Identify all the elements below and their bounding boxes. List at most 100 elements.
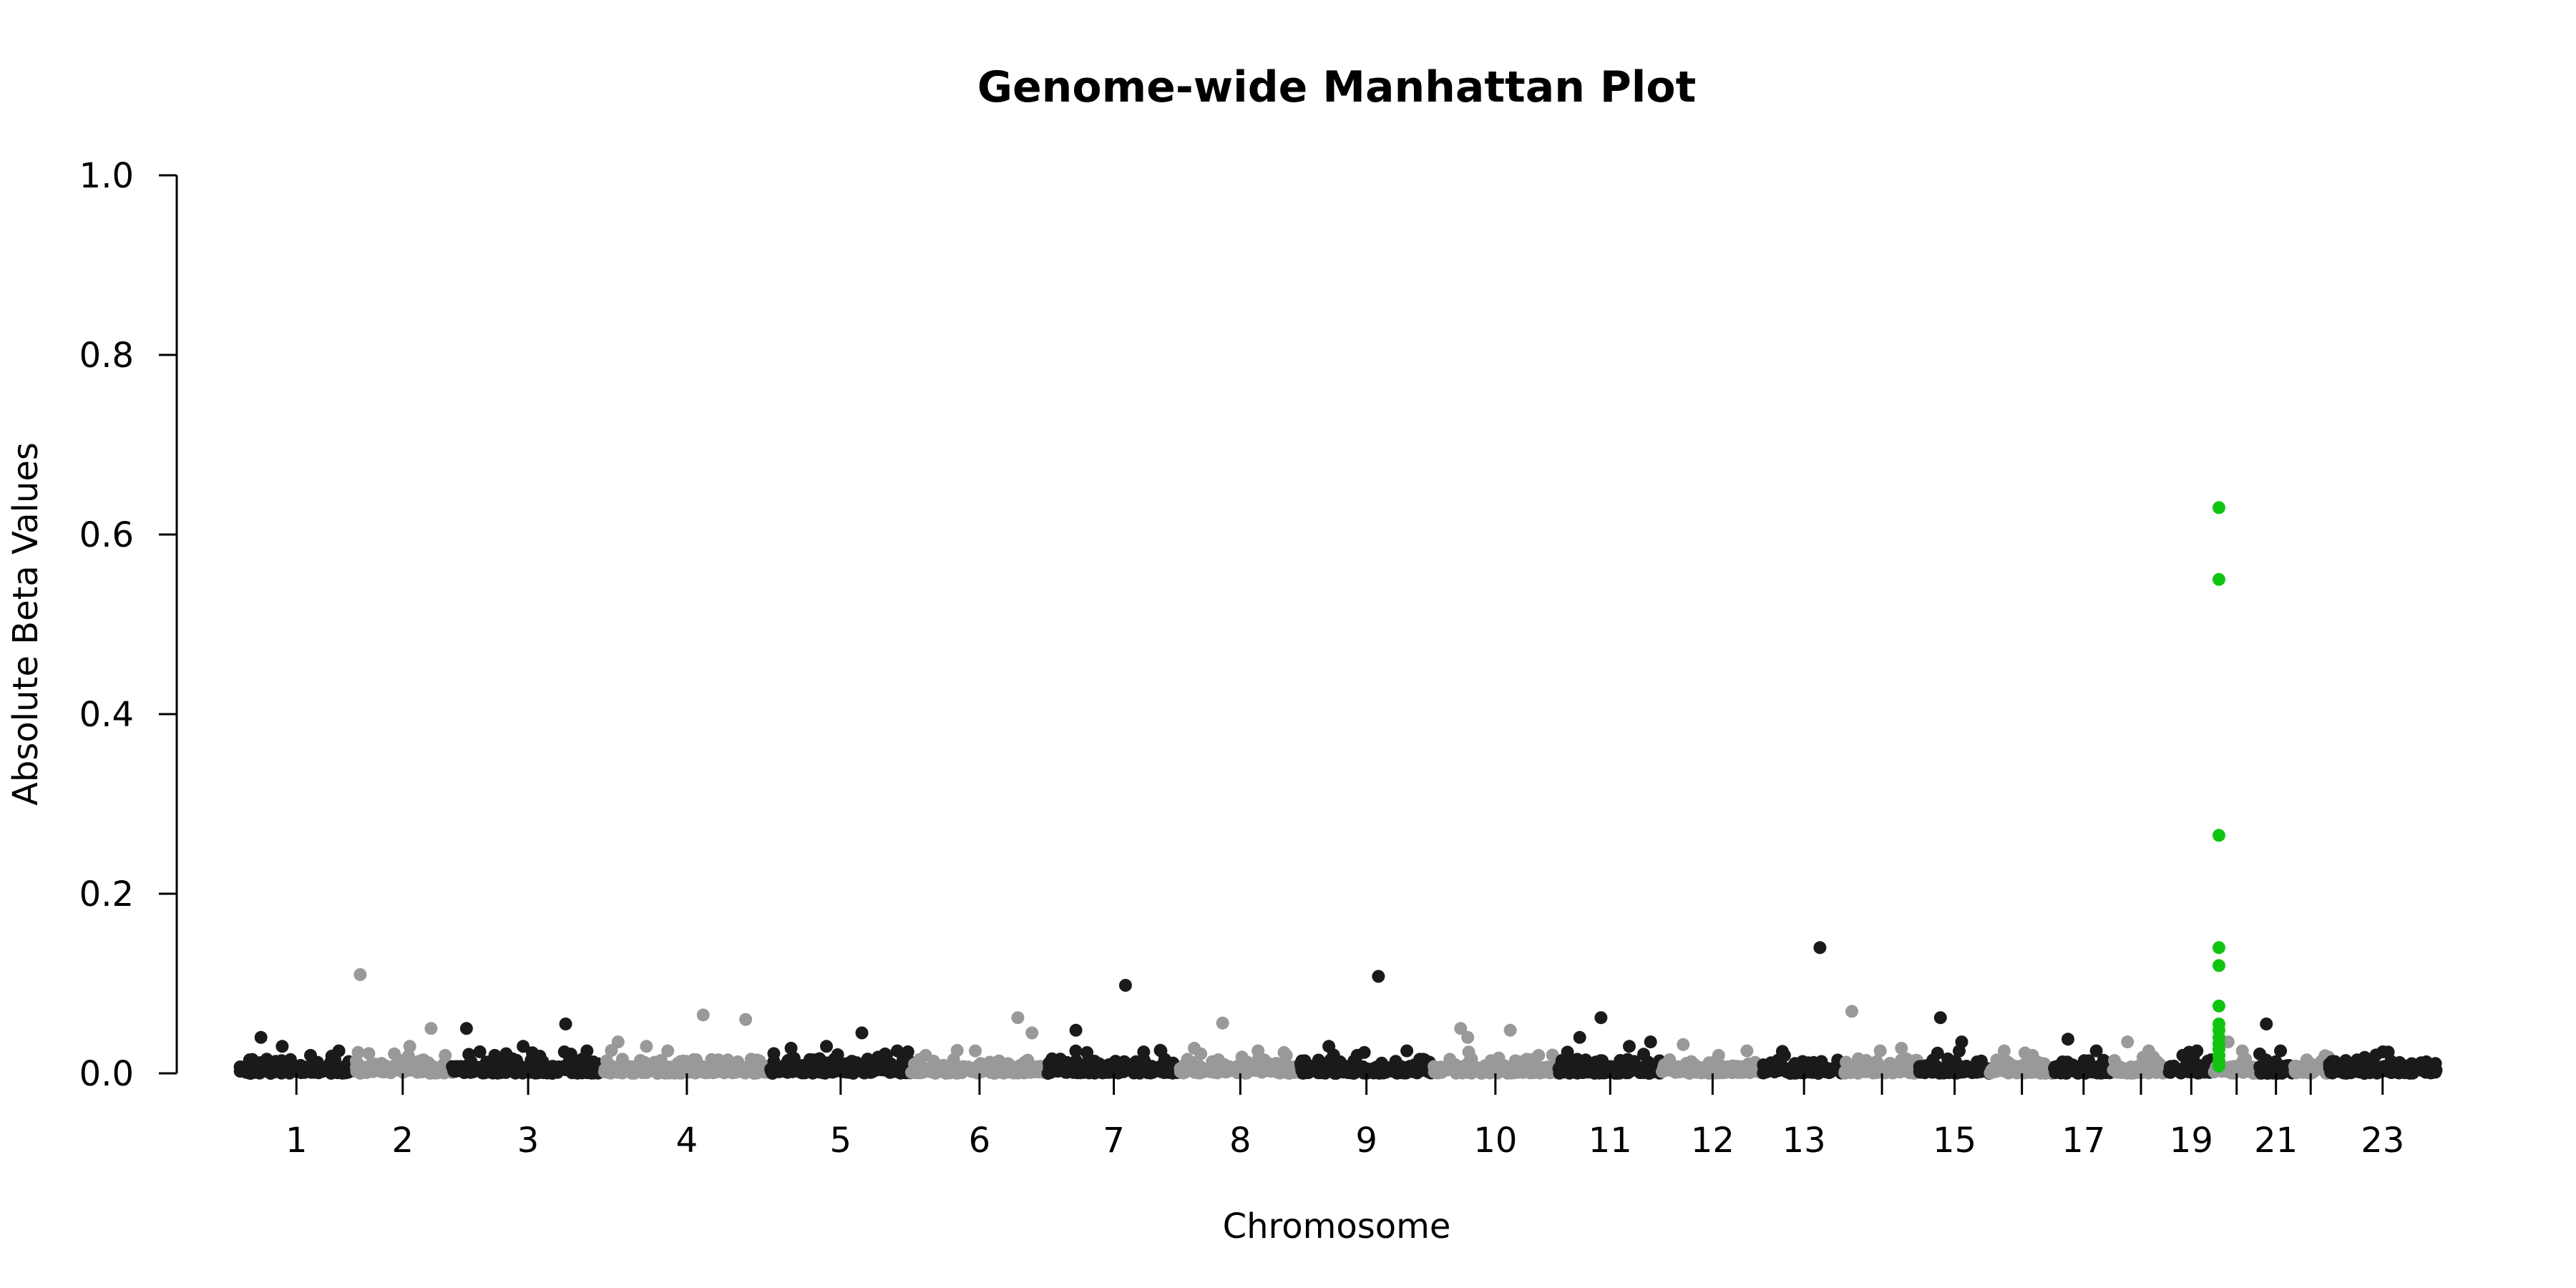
data-point <box>972 1062 986 1075</box>
data-point <box>864 1065 878 1079</box>
chromosome-19-points <box>2162 1044 2220 1080</box>
peak-point <box>1955 1035 1968 1049</box>
chromosome-17-points <box>2048 1033 2120 1080</box>
chromosome-6-points <box>904 1011 1053 1080</box>
x-tick-label: 11 <box>1589 1121 1632 1161</box>
data-point <box>1802 1062 1815 1075</box>
highlight-point <box>2212 941 2225 955</box>
data-point <box>298 1065 311 1079</box>
x-axis: 1 2 3 4 5 6 7 8 9 10 11 12 13 15 17 19 21 23 <box>286 1073 2404 1161</box>
data-point <box>947 1063 960 1077</box>
data-point <box>1470 1065 1484 1078</box>
data-point <box>2237 1065 2250 1079</box>
peak-point <box>488 1048 502 1062</box>
data-point <box>990 1056 1003 1069</box>
chromosome-11-points <box>1552 1011 1667 1080</box>
data-point <box>1886 1066 1900 1080</box>
data-point <box>751 1063 764 1076</box>
chart-title: Genome-wide Manhattan Plot <box>977 62 1697 112</box>
peak-point <box>1350 1048 1364 1062</box>
peak-point <box>696 1008 710 1022</box>
x-tick-label: 1 <box>286 1121 308 1161</box>
data-point <box>1903 1063 1916 1076</box>
data-point <box>587 1060 600 1074</box>
peak-point <box>559 1018 572 1030</box>
peak-point <box>1372 970 1385 983</box>
data-point <box>1233 1062 1246 1075</box>
peak-point <box>640 1040 653 1053</box>
chromosome-18-points <box>2107 1035 2174 1080</box>
x-tick-label: 15 <box>1933 1121 1976 1161</box>
data-point <box>1546 1048 1559 1062</box>
data-point <box>2359 1062 2373 1075</box>
data-point <box>1621 1060 1635 1074</box>
data-point <box>2115 1061 2129 1075</box>
data-point <box>635 1066 649 1079</box>
peak-point <box>2274 1044 2288 1058</box>
data-point <box>1931 1046 1944 1060</box>
data-point <box>713 1062 727 1075</box>
data-point <box>1048 1064 1061 1078</box>
highlight-point <box>2212 829 2225 842</box>
data-point <box>669 1065 682 1079</box>
data-point <box>2181 1060 2195 1073</box>
data-point <box>1255 1065 1269 1079</box>
peak-point <box>459 1022 473 1035</box>
data-point <box>1996 1064 2009 1078</box>
peak-point <box>739 1013 753 1026</box>
data-point <box>2418 1056 2431 1070</box>
peak-point <box>1712 1048 1725 1062</box>
data-point <box>698 1060 711 1074</box>
data-point <box>2073 1060 2087 1074</box>
data-point <box>1503 1063 1516 1076</box>
data-point <box>1433 1065 1447 1079</box>
peak-point <box>1933 1011 1947 1025</box>
peak-point <box>517 1040 530 1053</box>
data-point <box>238 1061 251 1075</box>
data-point <box>349 1054 363 1068</box>
x-tick-label: 12 <box>1691 1121 1735 1161</box>
data-point <box>506 1052 519 1065</box>
chromosome-15-points <box>1913 1011 1996 1080</box>
peak-point <box>1573 1030 1586 1044</box>
y-axis-label: Absolute Beta Values <box>6 442 46 806</box>
data-point <box>1920 1065 1933 1078</box>
y-tick-label: 0.0 <box>79 1054 134 1094</box>
peak-point <box>661 1044 675 1058</box>
peak-point <box>1845 1005 1858 1018</box>
data-point <box>396 1060 409 1073</box>
x-tick-label: 5 <box>830 1121 852 1161</box>
highlight-point <box>2212 999 2225 1013</box>
data-point <box>1377 1063 1390 1077</box>
peak-point <box>2176 1048 2190 1062</box>
x-tick-label: 19 <box>2170 1121 2213 1161</box>
peak-point <box>1400 1044 1414 1058</box>
data-point <box>889 1065 903 1078</box>
peak-point <box>784 1041 798 1055</box>
data-point <box>1819 1065 1833 1078</box>
data-point <box>1868 1064 1882 1078</box>
peak-point <box>2142 1044 2155 1058</box>
peak-point <box>1873 1044 1887 1058</box>
data-point <box>1933 1061 1946 1075</box>
chromosome-7-points <box>1041 979 1186 1080</box>
data-point <box>1460 1062 1474 1075</box>
data-point <box>1815 1055 1828 1068</box>
data-point <box>1448 1058 1462 1071</box>
data-point <box>274 1060 288 1073</box>
chromosome-21-points <box>2253 1018 2299 1080</box>
peak-point <box>403 1040 416 1053</box>
x-tick-label: 6 <box>969 1121 991 1161</box>
peak-point <box>304 1048 317 1062</box>
peak-point <box>611 1035 625 1049</box>
chromosome-8-points <box>1174 1016 1307 1080</box>
data-point <box>735 1061 748 1075</box>
chromosome-5-points <box>764 1026 917 1080</box>
peak-point <box>1154 1044 1168 1058</box>
data-point <box>564 1048 577 1061</box>
peak-point <box>1623 1040 1636 1053</box>
x-tick-label: 9 <box>1355 1121 1377 1161</box>
data-point <box>1731 1062 1745 1075</box>
data-point <box>2260 1061 2274 1075</box>
x-tick-label: 2 <box>392 1121 414 1161</box>
